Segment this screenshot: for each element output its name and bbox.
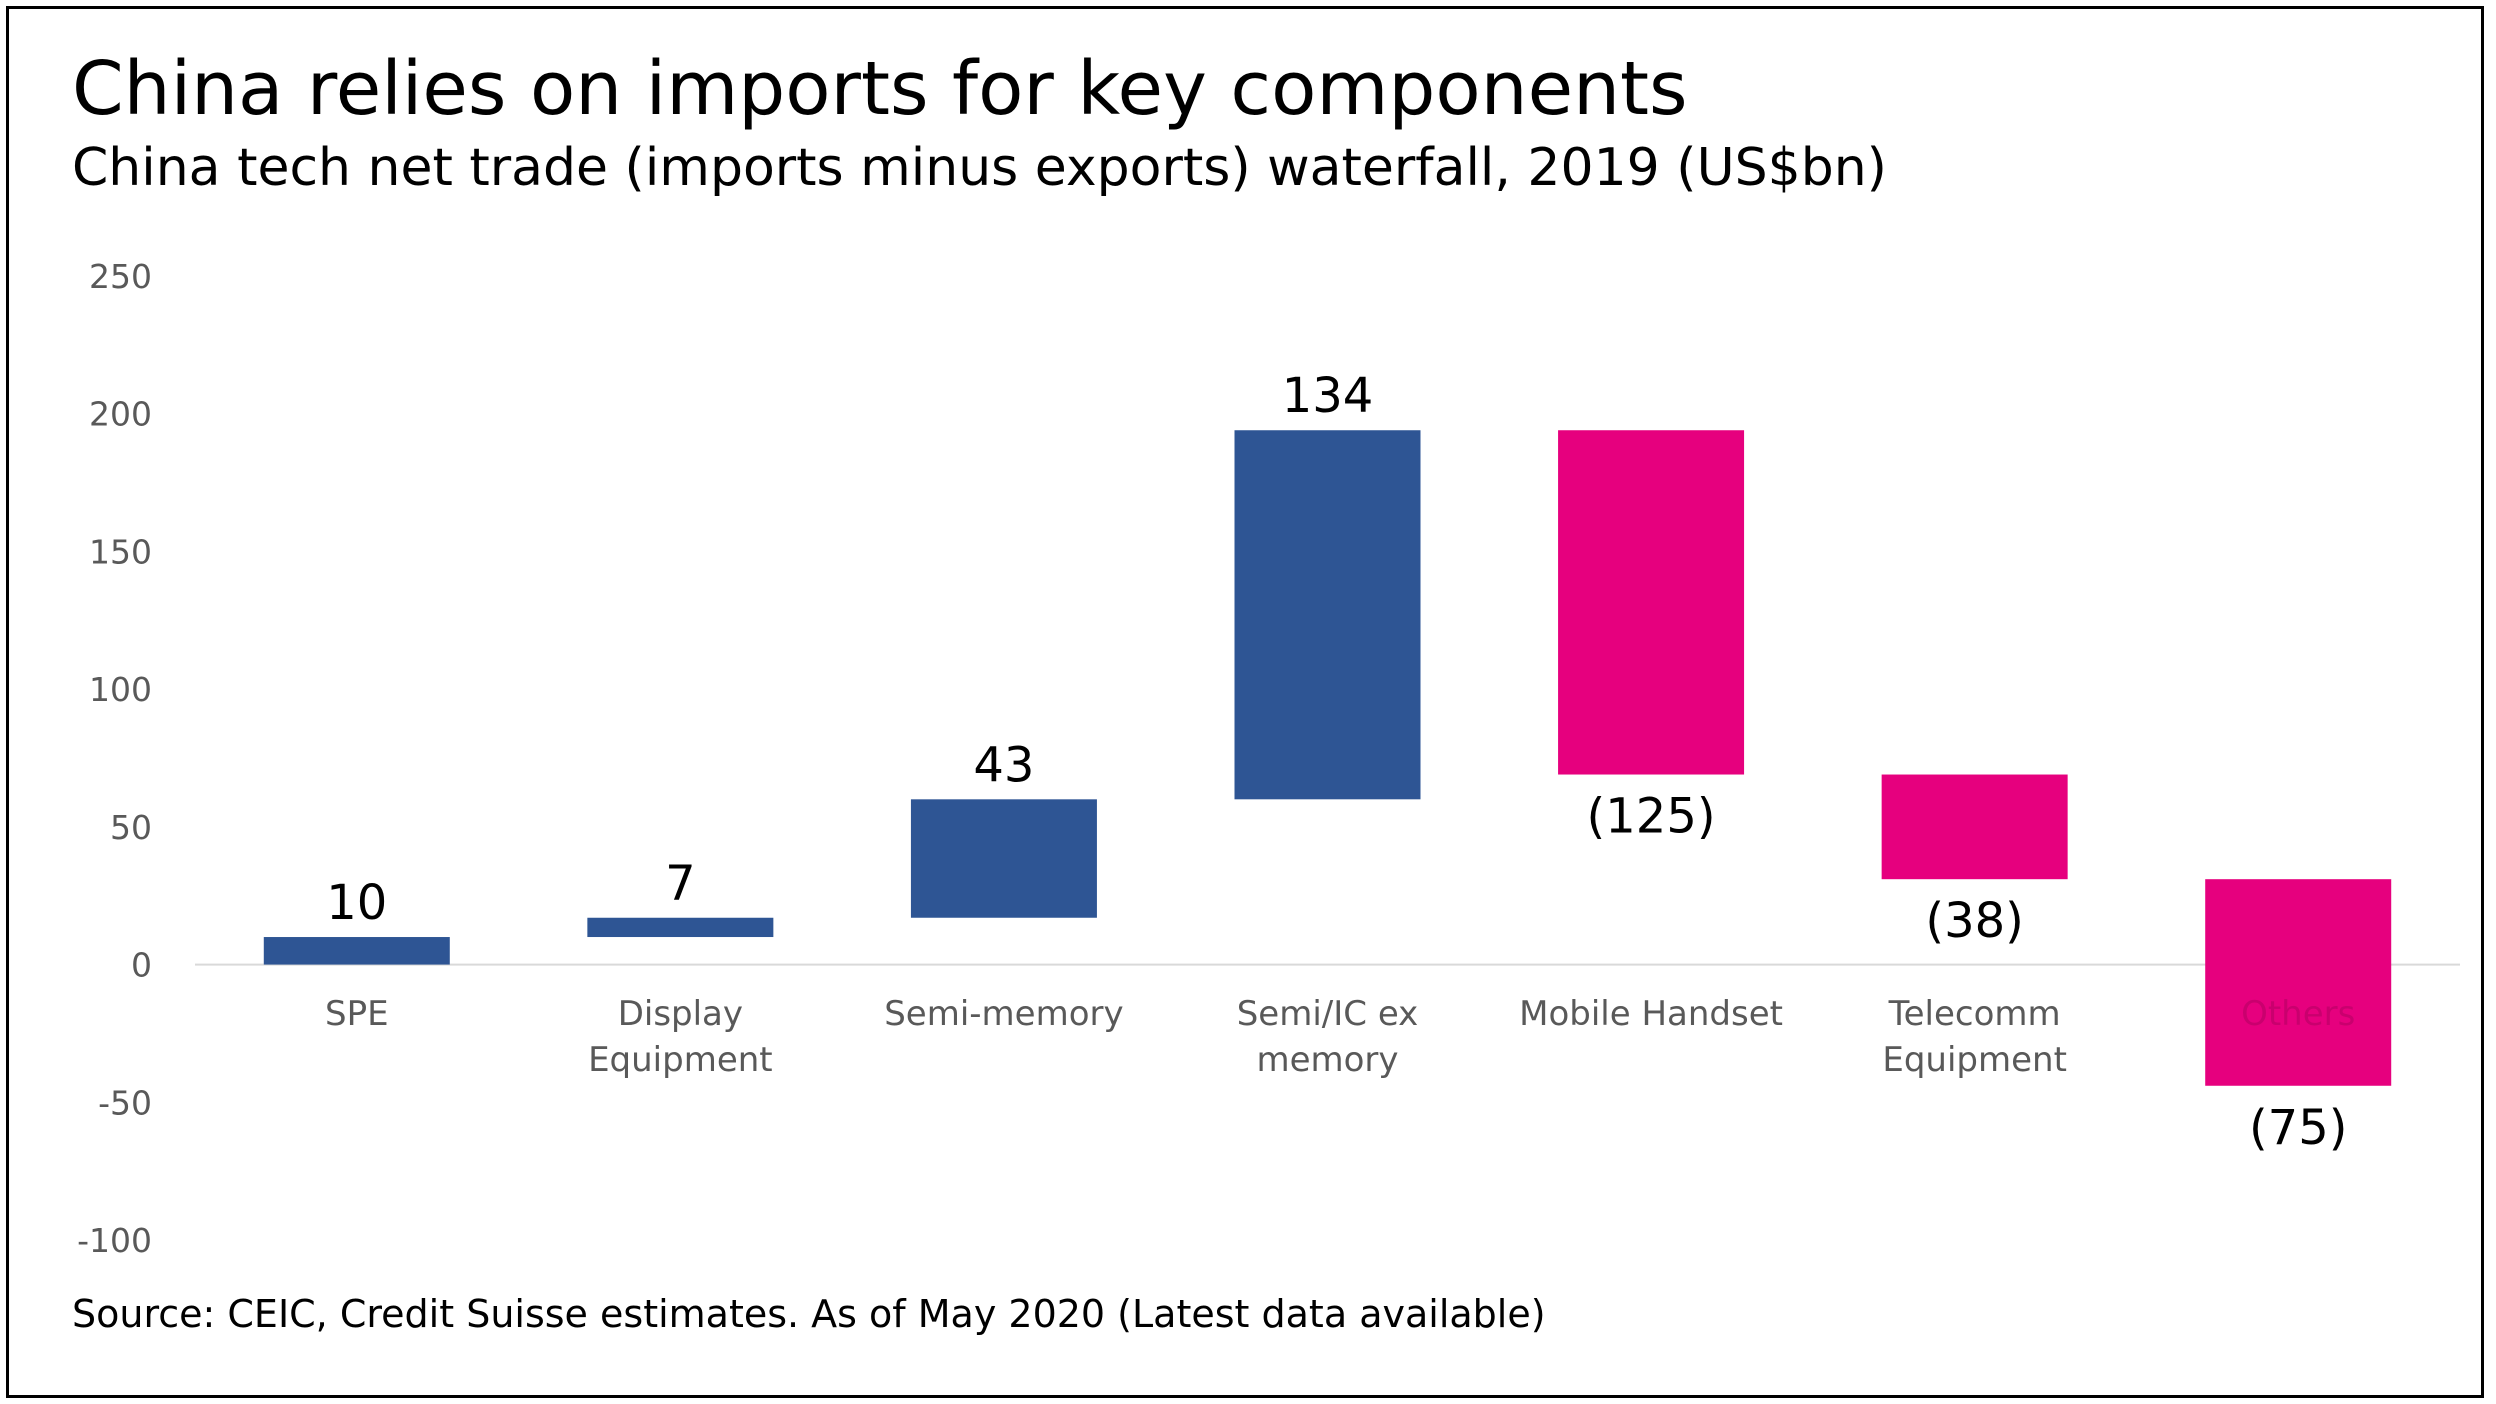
x-tick-label: Others bbox=[2241, 994, 2355, 1034]
y-tick-label: 50 bbox=[110, 808, 152, 847]
bar-spe bbox=[263, 937, 450, 965]
bar-others bbox=[2205, 879, 2392, 1086]
x-tick-label: Display bbox=[618, 994, 743, 1034]
bar-semi-ic-ex-memory bbox=[1234, 430, 1421, 800]
y-tick-label: 250 bbox=[89, 257, 152, 296]
y-tick-label: 100 bbox=[89, 670, 152, 709]
x-tick-label: Semi-memory bbox=[884, 994, 1123, 1034]
chart-title: China relies on imports for key componen… bbox=[72, 46, 1688, 132]
data-label: 7 bbox=[665, 856, 696, 912]
data-label: 10 bbox=[326, 875, 387, 931]
bars bbox=[263, 430, 2392, 1086]
bar-mobile-handset bbox=[1558, 430, 1745, 775]
bar-display-equipment bbox=[587, 917, 774, 938]
data-label: (38) bbox=[1925, 893, 2024, 949]
data-label: 134 bbox=[1282, 368, 1374, 424]
data-label: 43 bbox=[973, 737, 1034, 793]
x-tick-label: Semi/IC ex bbox=[1237, 994, 1419, 1034]
x-tick-label: Equipment bbox=[588, 1040, 773, 1080]
x-tick-label: SPE bbox=[325, 994, 389, 1034]
x-tick-label: Mobile Handset bbox=[1519, 994, 1783, 1034]
data-label: (125) bbox=[1587, 789, 1716, 845]
chart-subtitle: China tech net trade (imports minus expo… bbox=[72, 138, 1887, 198]
y-tick-label: 150 bbox=[89, 532, 152, 571]
x-axis: SPE Display Equipment Semi-memory Semi/IC ex… bbox=[325, 994, 2355, 1080]
y-tick-label: 0 bbox=[131, 946, 152, 985]
x-tick-label: Telecomm bbox=[1888, 994, 2061, 1034]
data-labels: 10 7 43 134 (125) (38) (75) bbox=[326, 368, 2347, 1156]
y-axis: 250 200 150 100 50 0 -50 -100 bbox=[77, 257, 152, 1260]
data-label: (75) bbox=[2249, 1100, 2348, 1156]
y-tick-label: -100 bbox=[77, 1221, 152, 1260]
x-tick-label: Equipment bbox=[1882, 1040, 2067, 1080]
y-tick-label: -50 bbox=[98, 1083, 152, 1122]
chart-source: Source: CEIC, Credit Suisse estimates. A… bbox=[72, 1292, 1546, 1336]
y-tick-label: 200 bbox=[89, 395, 152, 434]
bar-telecomm-equipment bbox=[1881, 774, 2068, 880]
bar-semi-memory bbox=[910, 799, 1097, 918]
x-tick-label: memory bbox=[1256, 1040, 1398, 1080]
